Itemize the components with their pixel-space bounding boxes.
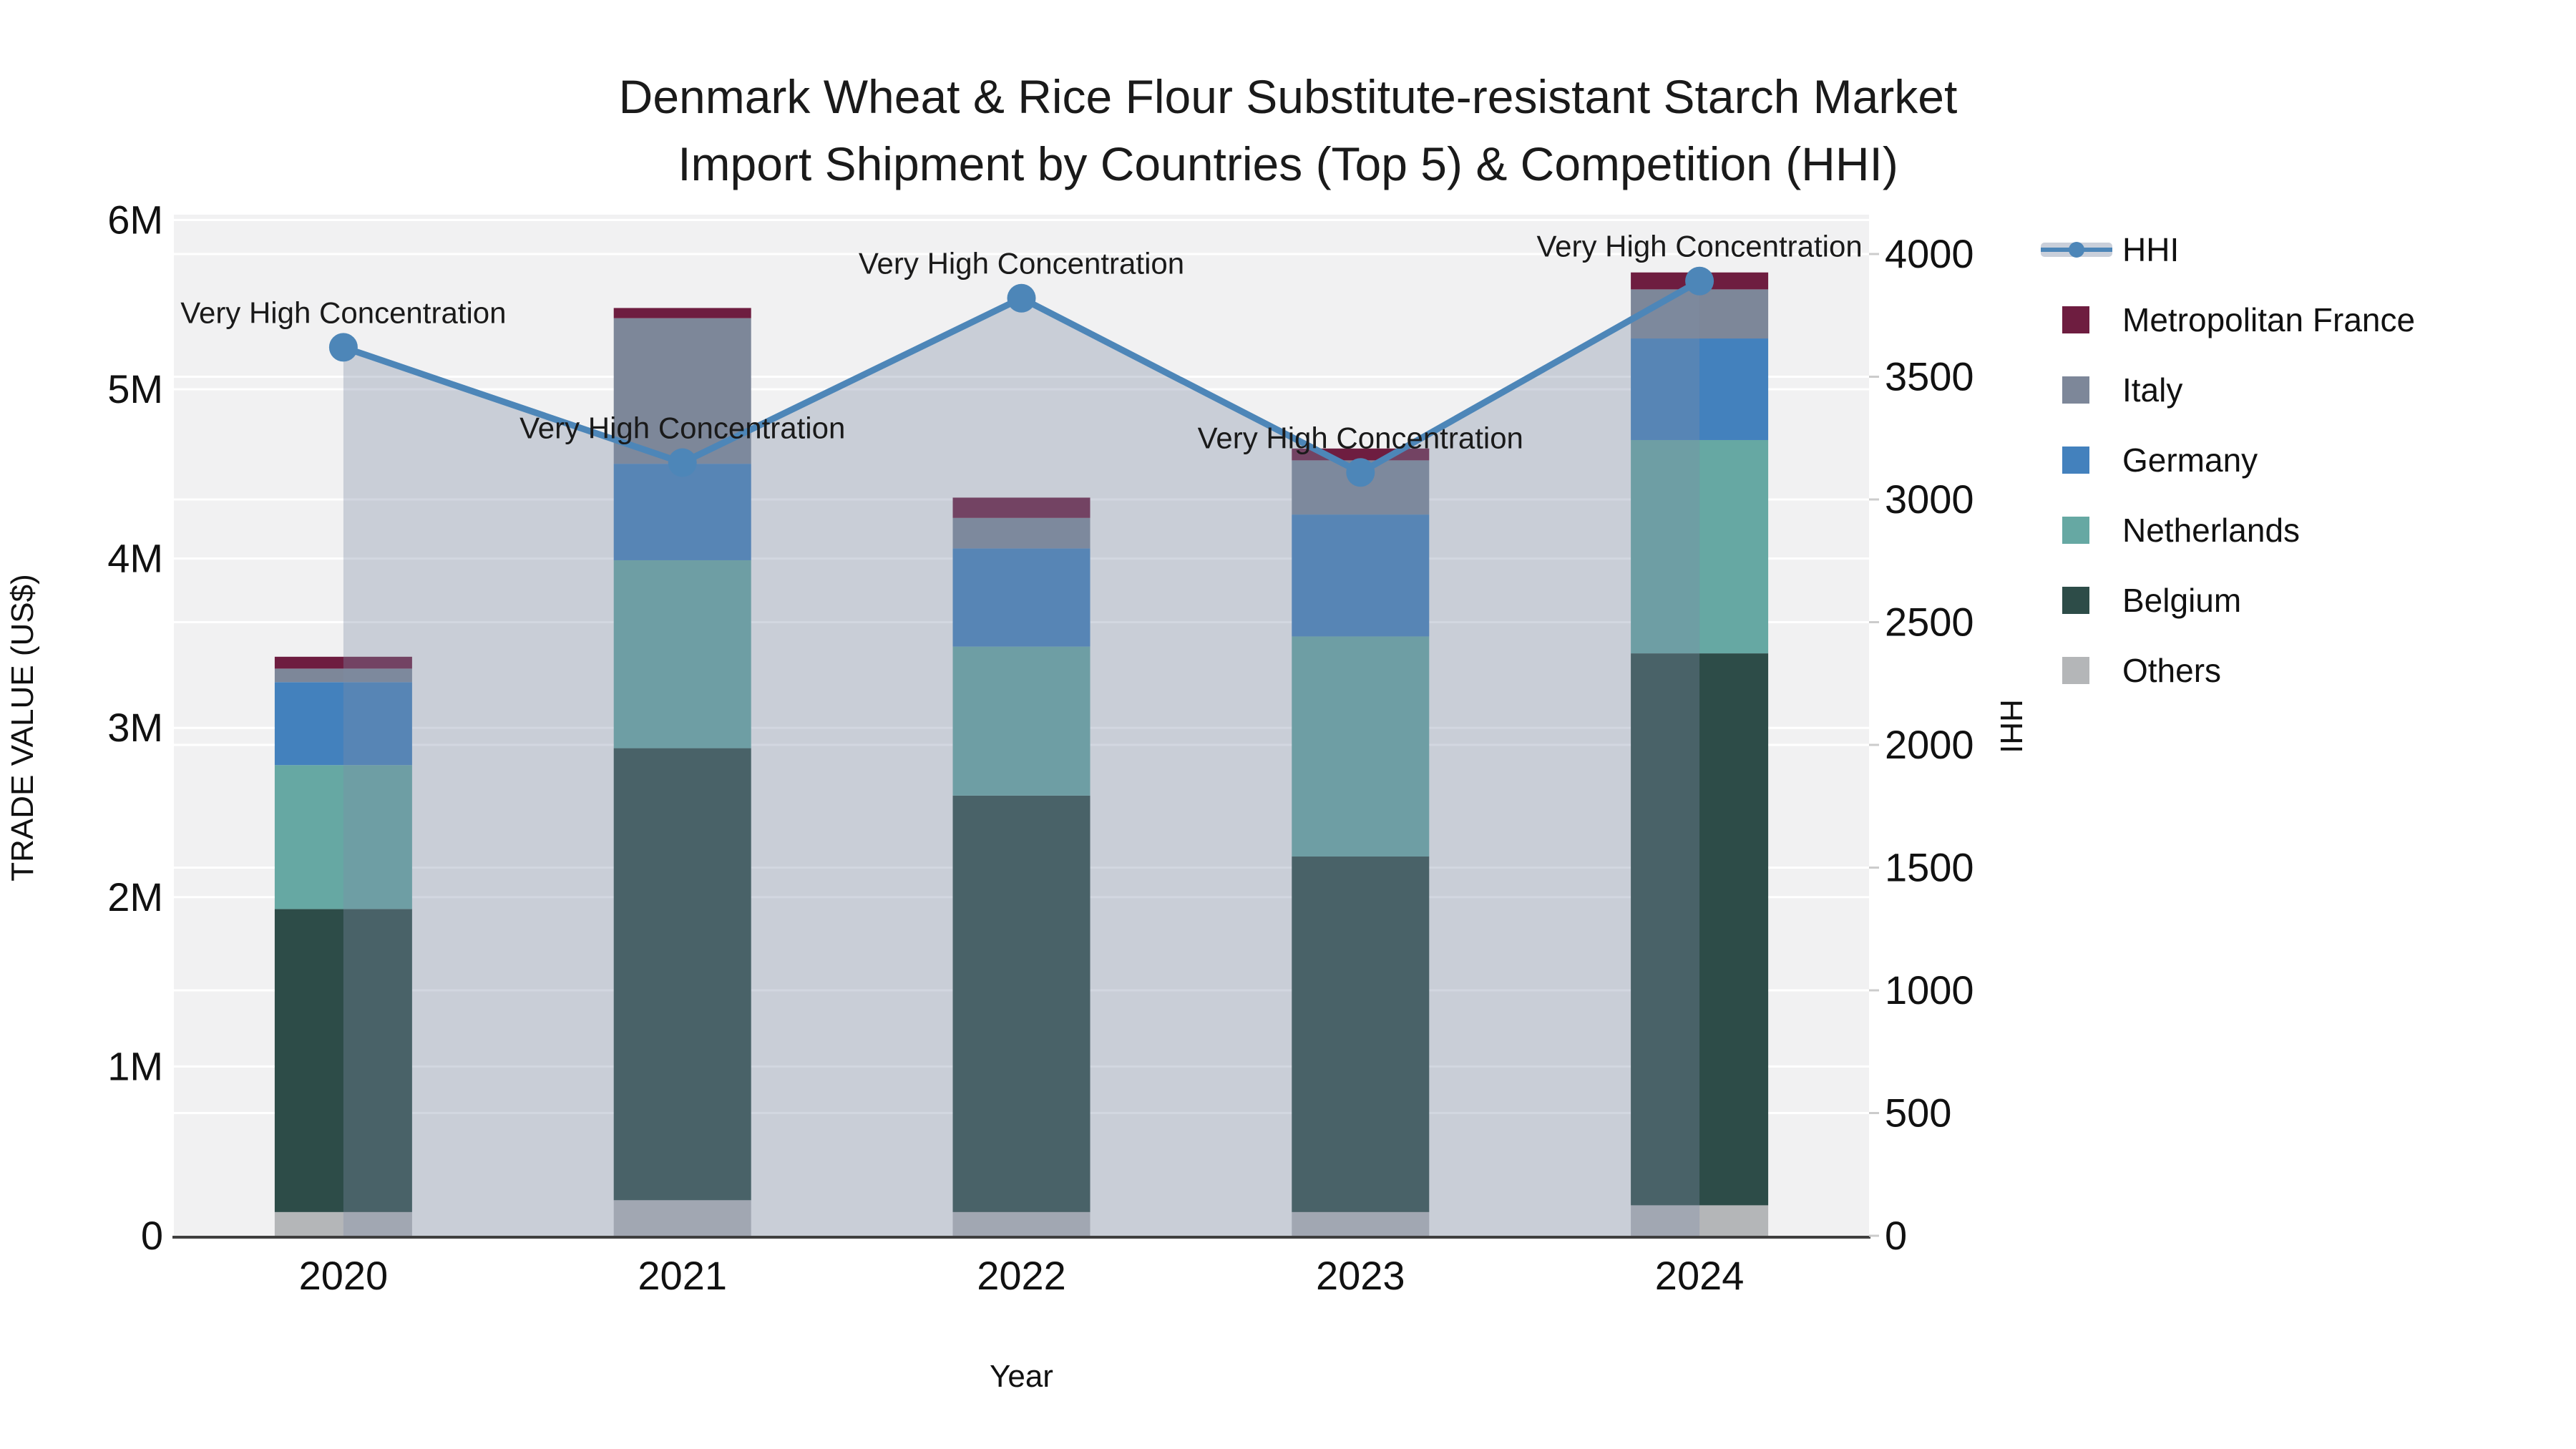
x-tick-label: 2022	[977, 1253, 1066, 1298]
hhi-marker-2020[interactable]	[328, 333, 358, 362]
x-axis-title: Year	[990, 1359, 1053, 1394]
chart-title-line2: Import Shipment by Countries (Top 5) & C…	[678, 137, 1898, 190]
legend-item-hhi[interactable]: HHI	[2041, 231, 2415, 268]
hhi-line-legend-icon	[2041, 233, 2122, 266]
legend-item-netherlands[interactable]: Netherlands	[2041, 512, 2415, 549]
bar-segment-others-2022[interactable]	[952, 1211, 1091, 1236]
annotation-2021: Very High Concentration	[519, 411, 845, 445]
bar-segment-netherlands-2023[interactable]	[1292, 636, 1430, 857]
legend-item-italy[interactable]: Italy	[2041, 371, 2415, 409]
bar-segment-belgium-2024[interactable]	[1631, 653, 1769, 1206]
swatch-icon	[2062, 376, 2089, 404]
hhi-marker-2024[interactable]	[1685, 266, 1714, 296]
bar-segment-netherlands-2024[interactable]	[1631, 439, 1769, 654]
bar-segment-others-2023[interactable]	[1292, 1211, 1430, 1236]
y-left-tick-label: 2M	[107, 874, 163, 919]
legend-label: Belgium	[2122, 582, 2242, 619]
y-left-tick-label: 0	[141, 1213, 163, 1258]
hhi-marker-2022[interactable]	[1007, 283, 1036, 313]
annotation-2022: Very High Concentration	[859, 247, 1184, 280]
bar-segment-germany-2022[interactable]	[952, 548, 1091, 647]
legend-item-others[interactable]: Others	[2041, 652, 2415, 689]
bar-segment-others-2021[interactable]	[613, 1200, 751, 1236]
y-right-tick-label: 2000	[1885, 722, 1974, 767]
y-right-tick-label: 500	[1885, 1091, 1951, 1136]
y-left-tick-label: 6M	[107, 197, 163, 242]
legend-label: Germany	[2122, 441, 2258, 479]
bar-segment-italy-2022[interactable]	[952, 517, 1091, 549]
hhi-area-fill	[343, 280, 1700, 1236]
bar-segment-metropolitan-france-2022[interactable]	[952, 497, 1091, 518]
bar-segment-metropolitan-france-2021[interactable]	[613, 308, 751, 318]
hhi-marker-2023[interactable]	[1346, 458, 1375, 487]
hhi-marker-2021[interactable]	[668, 448, 697, 477]
bar-segment-netherlands-2021[interactable]	[613, 560, 751, 748]
bar-segment-germany-2024[interactable]	[1631, 338, 1769, 440]
y-left-axis-title: TRADE VALUE (US$)	[5, 574, 40, 882]
swatch-icon	[2062, 517, 2089, 544]
chart-title-line1: Denmark Wheat & Rice Flour Substitute-re…	[618, 70, 1958, 123]
y-right-tick-label: 1000	[1885, 967, 1974, 1013]
y-right-tick-label: 0	[1885, 1213, 1907, 1258]
y-right-tick-label: 4000	[1885, 231, 1974, 276]
chart-title: Denmark Wheat & Rice Flour Substitute-re…	[0, 63, 2576, 197]
legend-item-belgium[interactable]: Belgium	[2041, 582, 2415, 619]
y-left-tick-label: 3M	[107, 705, 163, 750]
bar-segment-others-2024[interactable]	[1631, 1205, 1769, 1236]
y-right-axis-title: HHI	[1994, 699, 2029, 753]
y-right-tick-label: 2500	[1885, 600, 1974, 645]
bar-segment-germany-2021[interactable]	[613, 464, 751, 560]
swatch-icon	[2062, 447, 2089, 474]
legend-label: Others	[2122, 652, 2222, 689]
legend-label: Metropolitan France	[2122, 301, 2416, 338]
bar-segment-metropolitan-france-2020[interactable]	[274, 656, 412, 669]
legend-label: HHI	[2122, 231, 2180, 268]
bar-segment-belgium-2020[interactable]	[274, 909, 412, 1212]
bar-segment-belgium-2023[interactable]	[1292, 857, 1430, 1212]
bar-segment-germany-2020[interactable]	[274, 682, 412, 766]
annotation-2020: Very High Concentration	[180, 296, 506, 329]
bar-segment-netherlands-2022[interactable]	[952, 646, 1091, 796]
x-tick-label: 2024	[1655, 1253, 1745, 1298]
y-left-tick-label: 5M	[107, 366, 163, 411]
legend-label: Netherlands	[2122, 512, 2301, 549]
bar-segment-belgium-2021[interactable]	[613, 748, 751, 1201]
swatch-icon	[2062, 587, 2089, 614]
legend: HHI Metropolitan France Italy Germany Ne…	[2041, 231, 2416, 689]
y-left-tick-label: 4M	[107, 536, 163, 581]
x-tick-label: 2023	[1316, 1253, 1405, 1298]
bar-segment-others-2020[interactable]	[274, 1211, 412, 1236]
bar-segment-italy-2024[interactable]	[1631, 289, 1769, 339]
legend-label: Italy	[2122, 371, 2183, 409]
annotation-2023: Very High Concentration	[1198, 421, 1523, 454]
bar-segment-netherlands-2020[interactable]	[274, 765, 412, 909]
bar-segment-italy-2020[interactable]	[274, 668, 412, 683]
x-tick-label: 2021	[638, 1253, 727, 1298]
y-left-tick-label: 1M	[107, 1043, 163, 1088]
swatch-icon	[2062, 657, 2089, 684]
legend-item-metropolitan-france[interactable]: Metropolitan France	[2041, 301, 2416, 338]
bar-segment-belgium-2022[interactable]	[952, 795, 1091, 1212]
swatch-icon	[2062, 306, 2089, 333]
legend-item-germany[interactable]: Germany	[2041, 441, 2415, 479]
y-right-tick-label: 3000	[1885, 477, 1974, 522]
y-right-tick-label: 1500	[1885, 845, 1974, 890]
x-tick-label: 2020	[299, 1253, 389, 1298]
y-right-tick-label: 3500	[1885, 354, 1974, 399]
annotation-2024: Very High Concentration	[1536, 230, 1862, 263]
bar-segment-germany-2023[interactable]	[1292, 514, 1430, 637]
x-axis-line	[172, 1236, 1870, 1239]
